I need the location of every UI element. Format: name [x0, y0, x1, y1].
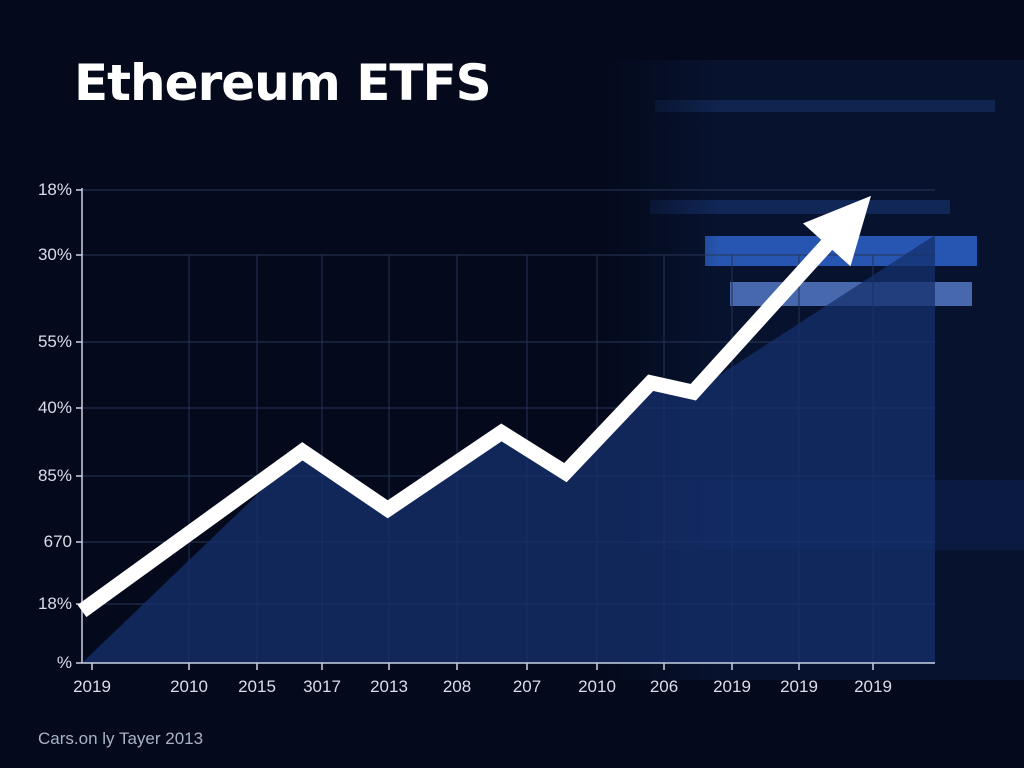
x-tick-label: 2015: [238, 677, 276, 696]
y-tick-label: 18%: [37, 594, 72, 613]
x-tick-label: 2019: [780, 677, 818, 696]
arrowhead-icon: [803, 195, 871, 267]
chart-title: Ethereum ETFS: [74, 54, 492, 112]
x-tick-label: 3017: [303, 677, 341, 696]
x-tick-label: 2013: [370, 677, 408, 696]
x-tick-label: 2019: [73, 677, 111, 696]
y-tick-label: 85%: [37, 466, 72, 485]
x-tick-label: 2019: [854, 677, 892, 696]
x-tick-label: 2019: [713, 677, 751, 696]
y-tick-label: 18%: [37, 180, 72, 199]
axes: [76, 188, 935, 670]
background-row: [650, 200, 950, 214]
background-row: [655, 100, 995, 112]
x-tick-label: 206: [649, 677, 679, 696]
series-line: [77, 235, 837, 618]
x-tick-label: 208: [442, 677, 472, 696]
y-tick-label: 30%: [37, 245, 72, 264]
y-tick-label: 40%: [37, 398, 72, 417]
y-tick-label: 670: [43, 532, 72, 551]
x-tick-label: 2010: [170, 677, 208, 696]
caption: Cars.on ly Tayer 2013: [38, 729, 204, 748]
x-tick-label: 207: [512, 677, 542, 696]
y-tick-label: 55%: [37, 332, 72, 351]
area-fill: [82, 235, 935, 663]
y-tick-label: %: [56, 653, 72, 672]
x-tick-label: 2010: [578, 677, 616, 696]
